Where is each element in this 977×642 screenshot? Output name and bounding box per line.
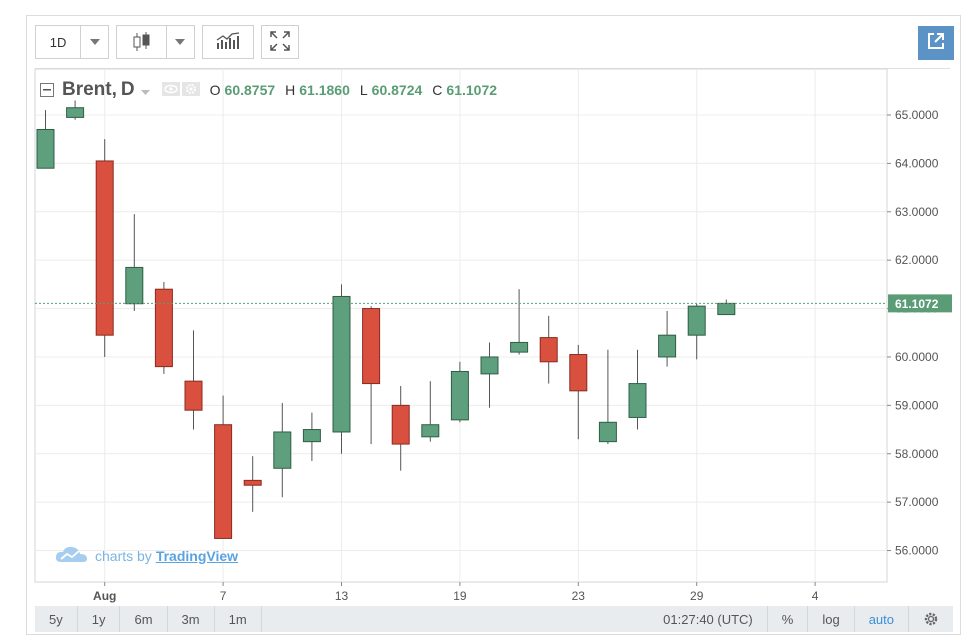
plot-border [34,68,888,583]
x-tick-label: 7 [220,589,227,603]
percent-toggle[interactable]: % [766,606,808,632]
interval-selector[interactable]: 1D [35,25,109,59]
clock-time[interactable]: 01:27:40 (UTC) [663,611,753,627]
candle-down [569,354,588,392]
candle-up [658,334,677,358]
x-tick-label: 23 [572,589,586,603]
x-tick-label: 29 [690,589,704,603]
candle-down [154,288,173,368]
range-5y-button[interactable]: 5y [35,606,78,632]
candle-up [717,302,736,316]
chart-style-selector[interactable] [116,25,195,59]
auto-toggle[interactable]: auto [853,606,908,632]
symbol-name: Brent [62,79,112,100]
chart-legend: Brent, D O 60.8757 H 61.1860 L 60.8724 C 61.… [40,79,497,101]
y-tick-label: 62.0000 [895,253,939,267]
y-tick-label: 65.0000 [895,108,939,122]
chevron-down-icon[interactable] [80,26,108,58]
external-link-icon [926,31,946,56]
candle-down [184,380,203,411]
high-value: 61.1860 [299,82,350,98]
collapse-icon[interactable] [40,83,54,97]
x-tick-label: Aug [93,589,116,603]
candle-up [36,128,55,169]
candle-up [628,383,647,418]
candles-icon [117,31,166,53]
candle-down [391,404,410,445]
range-1y-button[interactable]: 1y [78,606,121,632]
legend-separator: , [111,79,117,100]
fullscreen-button[interactable] [261,25,299,59]
watermark-prefix: charts by [95,547,152,564]
range-6m-button[interactable]: 6m [120,606,168,632]
bottom-bar: 5y 1y 6m 3m 1m 01:27:40 (UTC) % log auto [35,606,953,632]
candle-up [480,356,499,375]
candle-up [273,431,292,469]
indicators-icon [215,31,241,53]
low-value: 60.8724 [371,82,423,98]
candle-up [450,370,469,421]
candle-down [214,424,233,539]
chevron-down-icon[interactable] [165,26,194,58]
candle-up [302,429,321,443]
gear-icon[interactable] [181,81,200,99]
watermark-brand[interactable]: TradingView [155,547,239,564]
low-label: L [359,82,368,98]
legend-interval: D [120,79,135,100]
y-tick-label: 63.0000 [895,205,939,219]
candle-down [362,308,381,385]
range-3m-button[interactable]: 3m [168,606,215,632]
y-tick-label: 56.0000 [895,544,939,558]
candle-down [539,337,558,363]
eye-icon[interactable] [161,81,180,99]
y-tick-label: 64.0000 [895,156,939,170]
last-price-label: 61.1072 [895,297,939,311]
candle-down [243,479,262,486]
x-tick-label: 13 [335,589,349,603]
chart-widget: 1D [26,15,961,635]
price-chart[interactable]: 65.000064.000063.000062.000061.000060.00… [27,16,962,636]
y-tick-label: 59.0000 [895,398,939,412]
y-tick-label: 57.0000 [895,495,939,509]
tradingview-cloud-icon [55,544,89,567]
range-1m-button[interactable]: 1m [215,606,262,632]
settings-gear-icon[interactable] [908,606,953,632]
candle-up [125,266,144,305]
tradingview-watermark[interactable]: charts by TradingView [55,544,238,567]
x-tick-label: 19 [453,589,467,603]
y-tick-label: 60.0000 [895,350,939,364]
open-label: O [209,82,221,98]
y-tick-label: 58.0000 [895,447,939,461]
log-toggle[interactable]: log [807,606,853,632]
open-value: 60.8757 [224,82,276,98]
close-label: C [432,82,443,98]
candle-down [95,160,114,336]
legend-chevron-icon[interactable] [140,82,150,98]
candle-up [598,421,617,443]
candle-up [510,341,529,353]
candle-up [687,305,706,336]
popout-button[interactable] [918,26,954,60]
indicators-button[interactable] [202,25,254,59]
x-tick-label: 4 [812,589,819,603]
last-price-tag [888,294,952,313]
candle-up [66,107,85,118]
close-value: 61.1072 [446,82,498,98]
candle-up [421,424,440,438]
candle-up [332,295,351,433]
high-label: H [285,82,296,98]
interval-label: 1D [49,34,67,50]
fullscreen-icon [269,30,291,55]
